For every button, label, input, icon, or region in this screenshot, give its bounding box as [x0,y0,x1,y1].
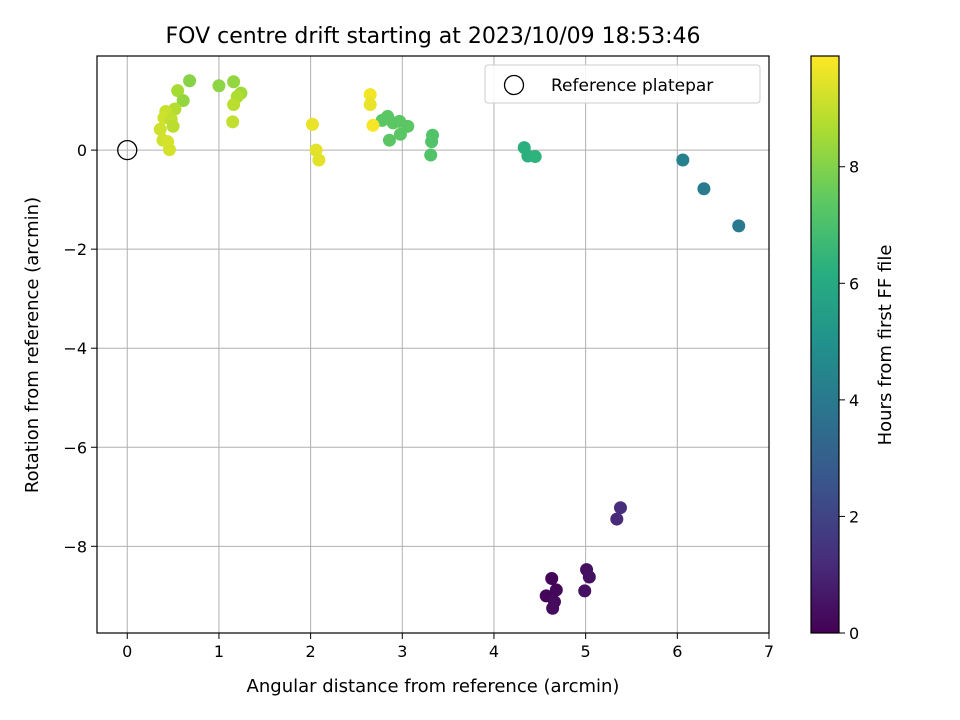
scatter-points [153,74,746,615]
data-point [309,143,323,157]
data-point [613,501,627,515]
legend-marker [503,74,525,96]
data-point [366,118,380,132]
y-tick-label: −2 [63,240,87,259]
chart-title: FOV centre drift starting at 2023/10/09 … [166,24,701,49]
y-tick-label: −4 [63,339,87,358]
data-point [227,75,241,89]
x-tick-label: 3 [397,642,407,661]
data-point [363,98,377,112]
legend-label: Reference platepar [551,76,713,96]
x-axis-label: Angular distance from reference (arcmin) [247,676,620,697]
x-tick-label: 6 [672,642,682,661]
reference-platepar-marker [117,139,138,161]
data-point [546,601,560,615]
data-point [183,74,197,88]
x-tick-label: 4 [489,642,499,661]
data-point [676,153,690,167]
data-point [166,119,180,133]
data-point [697,182,711,196]
data-point [545,572,559,586]
x-axis-ticks: 0 1 2 3 4 5 6 7 [122,633,774,661]
legend: Reference platepar [484,64,761,104]
data-point [305,117,319,131]
data-point [363,88,377,102]
data-point [171,84,185,98]
data-point [610,512,624,526]
colorbar-gradient [811,56,839,633]
plot-frame [96,55,770,634]
data-point [424,148,438,162]
reference-marker-layer [117,139,138,161]
data-point [582,570,596,584]
data-point [732,219,746,233]
data-point [176,94,190,108]
colorbar-tick-label: 0 [849,624,859,643]
data-point [227,98,241,112]
colorbar-ticks: 0 2 4 6 8 [839,158,859,643]
y-tick-label: −6 [63,438,87,457]
x-tick-label: 1 [214,642,224,661]
x-tick-label: 5 [581,642,591,661]
colorbar-tick-label: 6 [849,274,859,293]
y-tick-label: −8 [63,537,87,556]
legend-box [484,64,761,104]
colorbar-tick-label: 8 [849,158,859,177]
x-tick-label: 0 [122,642,132,661]
data-point [426,128,440,142]
data-point [549,583,563,597]
data-point [226,115,240,129]
y-axis-label: Rotation from reference (arcmin) [22,197,43,493]
data-point [393,127,407,141]
data-point [212,79,226,93]
data-point [528,150,542,164]
y-tick-label: 0 [77,141,87,160]
colorbar-tick-label: 4 [849,391,859,410]
colorbar-tick-label: 2 [849,507,859,526]
data-point [382,133,396,147]
data-point [162,143,176,157]
colorbar: 0 2 4 6 8 Hours from first FF file [810,55,896,643]
data-point [153,122,167,136]
data-point [578,584,592,598]
colorbar-label: Hours from first FF file [875,245,896,446]
x-tick-label: 7 [764,642,774,661]
data-point [312,153,326,167]
x-tick-label: 2 [306,642,316,661]
y-axis-ticks: −8 −6 −4 −2 0 [63,141,97,556]
colorbar-frame [810,55,840,634]
